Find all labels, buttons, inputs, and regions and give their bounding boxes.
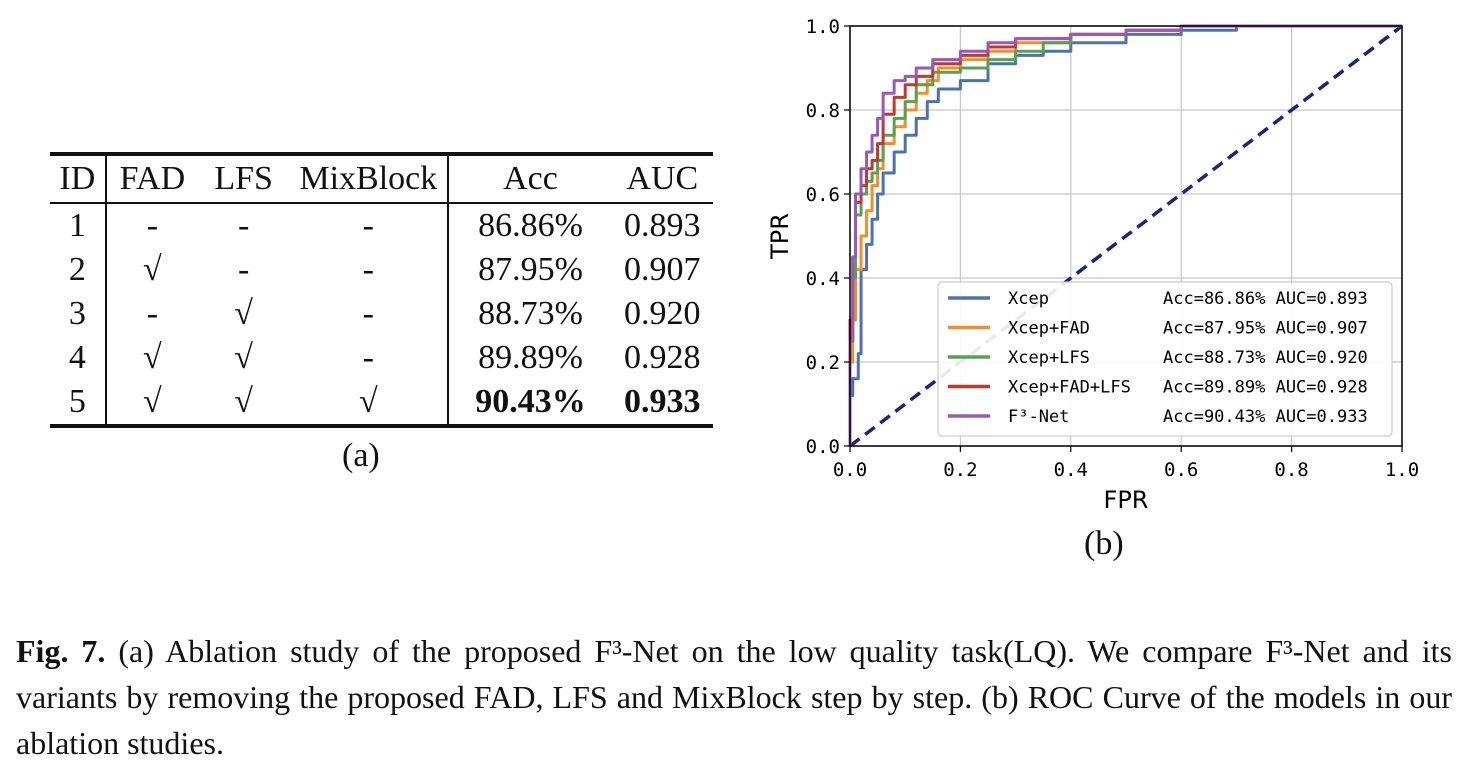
legend-name-2: Xcep+LFS bbox=[1008, 348, 1090, 368]
table-header-row: ID FAD LFS MixBlock Acc AUC bbox=[50, 154, 713, 204]
x-tick-label: 0.0 bbox=[833, 459, 867, 481]
cell-fad: √ bbox=[143, 339, 162, 376]
cell-auc-best: 0.933 bbox=[624, 383, 701, 420]
cell-fad: √ bbox=[143, 383, 162, 420]
cell-acc: 87.95% bbox=[478, 251, 583, 288]
y-tick-label: 0.2 bbox=[806, 352, 840, 374]
chart-legend: Xcep Acc=86.86% AUC=0.893 Xcep+FAD Acc=87.9… bbox=[937, 281, 1393, 437]
x-tick-label: 0.8 bbox=[1274, 459, 1308, 481]
y-tick-label: 0.4 bbox=[806, 268, 840, 290]
cell-fad: √ bbox=[143, 251, 162, 288]
roc-series-line-0 bbox=[848, 24, 1402, 446]
legend-box bbox=[937, 281, 1393, 437]
x-tick-label: 0.6 bbox=[1164, 459, 1198, 481]
y-axis-title: TPR bbox=[766, 213, 794, 260]
cell-fad: - bbox=[146, 295, 159, 332]
legend-name-3: Xcep+FAD+LFS bbox=[1008, 378, 1131, 398]
y-tick-label: 1.0 bbox=[806, 16, 840, 38]
y-tick-label: 0.6 bbox=[806, 184, 840, 206]
cell-acc: 86.86% bbox=[478, 207, 583, 244]
cell-id: 1 bbox=[50, 203, 107, 248]
cell-lfs: - bbox=[237, 207, 250, 244]
cell-acc-best: 90.43% bbox=[475, 383, 586, 420]
roc-chart: 0.0 0.2 0.4 0.6 0.8 1.0 0.0 0.2 0.4 0.6 0.8 1.0 FPR… bbox=[766, 16, 1419, 514]
cell-auc: 0.928 bbox=[624, 339, 701, 376]
legend-stats-1: Acc=87.95% AUC=0.907 bbox=[1163, 319, 1368, 339]
x-tick-label: 0.2 bbox=[943, 459, 977, 481]
legend-stats-4: Acc=90.43% AUC=0.933 bbox=[1163, 407, 1368, 427]
cell-mixblock: - bbox=[289, 292, 450, 336]
y-tick-label: 0.8 bbox=[806, 100, 840, 122]
plot-frame bbox=[849, 25, 1403, 447]
cell-lfs: √ bbox=[234, 295, 253, 332]
x-tick-label: 1.0 bbox=[1385, 459, 1419, 481]
header-fad: FAD bbox=[105, 154, 198, 204]
cell-lfs: - bbox=[237, 251, 250, 288]
legend-name-0: Xcep bbox=[1008, 289, 1049, 309]
header-id: ID bbox=[50, 154, 107, 204]
tick-labels: 0.0 0.2 0.4 0.6 0.8 1.0 0.0 0.2 0.4 0.6 0.8 1.0 bbox=[806, 16, 1419, 481]
table-row: 3 - √ - 88.73% 0.920 bbox=[50, 292, 713, 336]
cell-mixblock: √ bbox=[289, 380, 450, 426]
x-tick-label: 0.4 bbox=[1054, 459, 1088, 481]
caption-text: (a) Ablation study of the proposed F³-Ne… bbox=[16, 633, 1453, 761]
cell-id: 5 bbox=[50, 380, 107, 426]
cell-lfs: √ bbox=[234, 339, 253, 376]
header-lfs: LFS bbox=[198, 154, 290, 204]
caption-label: Fig. 7. bbox=[16, 633, 106, 669]
cell-id: 4 bbox=[50, 336, 107, 380]
legend-stats-0: Acc=86.86% AUC=0.893 bbox=[1163, 289, 1368, 309]
cell-id: 3 bbox=[50, 292, 107, 336]
roc-series-line-4 bbox=[848, 24, 1402, 446]
cell-auc: 0.907 bbox=[624, 251, 701, 288]
header-acc: Acc bbox=[448, 154, 612, 204]
y-tick-label: 0.0 bbox=[806, 436, 840, 458]
cell-auc: 0.920 bbox=[624, 295, 701, 332]
legend-name-1: Xcep+FAD bbox=[1008, 319, 1090, 339]
figure-caption: Fig. 7. (a) Ablation study of the propos… bbox=[16, 628, 1452, 766]
subfigure-label-b: (b) bbox=[1084, 525, 1124, 562]
legend-stats-3: Acc=89.89% AUC=0.928 bbox=[1163, 378, 1368, 398]
cell-mixblock: - bbox=[289, 203, 450, 248]
header-mixblock: MixBlock bbox=[289, 154, 450, 204]
legend-name-4: F³-Net bbox=[1008, 407, 1069, 427]
table-row: 5 √ √ √ 90.43% 0.933 bbox=[50, 380, 713, 426]
header-auc: AUC bbox=[611, 154, 713, 204]
ablation-table-container: ID FAD LFS MixBlock Acc AUC 1 - - - 86.8… bbox=[50, 152, 713, 428]
cell-acc: 89.89% bbox=[478, 339, 583, 376]
cell-lfs: √ bbox=[234, 383, 253, 420]
x-axis-title: FPR bbox=[1104, 486, 1149, 514]
cell-fad: - bbox=[146, 207, 159, 244]
cell-acc: 88.73% bbox=[478, 295, 583, 332]
table-row: 1 - - - 86.86% 0.893 bbox=[50, 203, 713, 248]
subfigure-label-a: (a) bbox=[342, 437, 380, 474]
series-group bbox=[848, 24, 1402, 446]
table-row: 2 √ - - 87.95% 0.907 bbox=[50, 248, 713, 292]
cell-mixblock: - bbox=[289, 336, 450, 380]
ablation-table: ID FAD LFS MixBlock Acc AUC 1 - - - 86.8… bbox=[50, 152, 713, 428]
cell-auc: 0.893 bbox=[624, 207, 701, 244]
cell-mixblock: - bbox=[289, 248, 450, 292]
legend-stats-2: Acc=88.73% AUC=0.920 bbox=[1163, 348, 1368, 368]
cell-id: 2 bbox=[50, 248, 107, 292]
table-row: 4 √ √ - 89.89% 0.928 bbox=[50, 336, 713, 380]
